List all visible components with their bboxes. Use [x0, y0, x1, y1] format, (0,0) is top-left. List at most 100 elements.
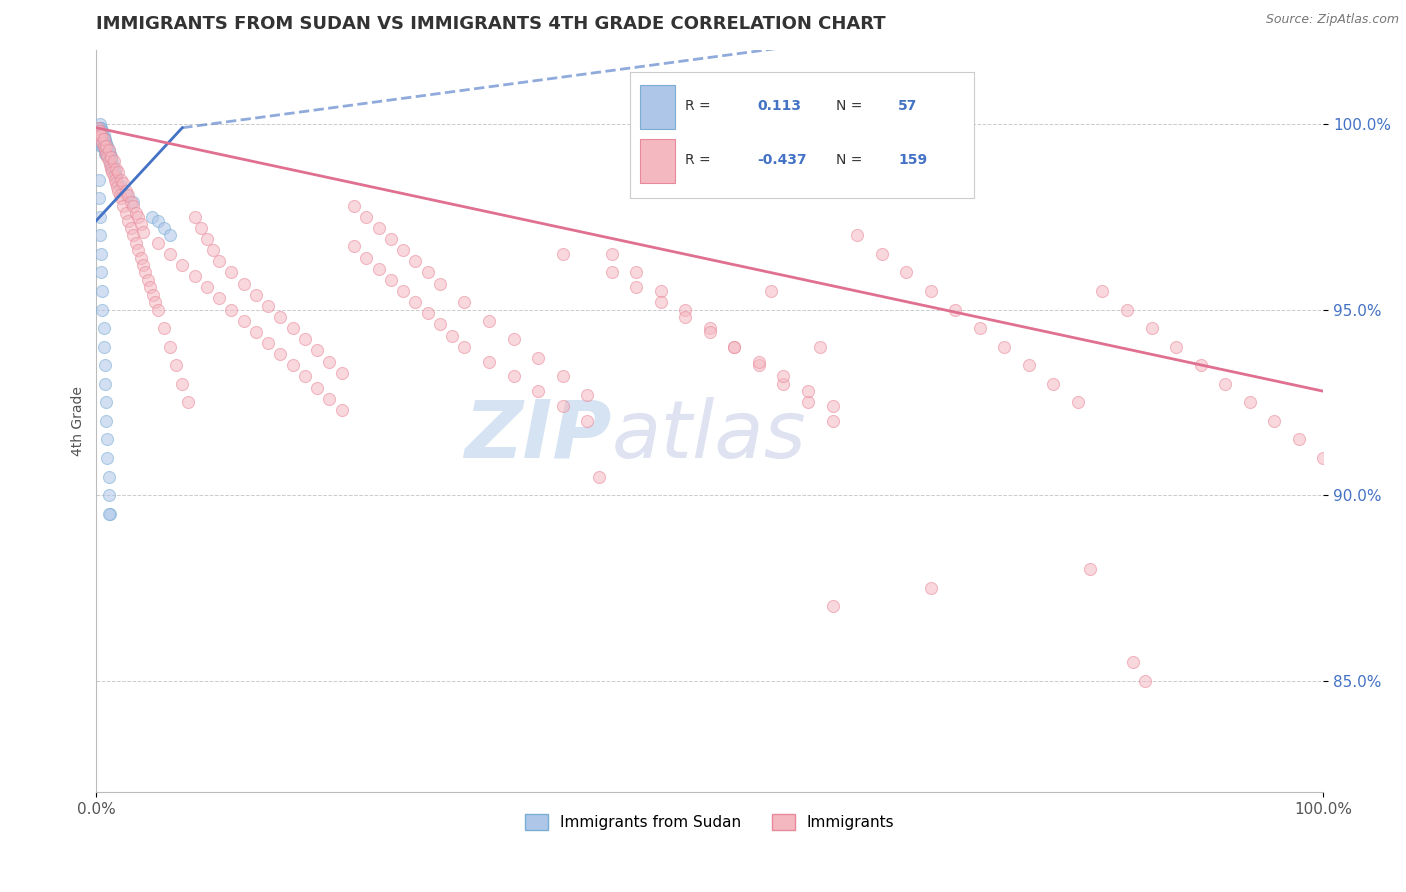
Point	[232, 277, 254, 291]
Point	[673, 302, 696, 317]
Point	[281, 321, 304, 335]
Point	[392, 284, 415, 298]
Point	[96, 433, 118, 447]
Point	[1042, 376, 1064, 391]
Point	[356, 251, 378, 265]
Point	[404, 295, 426, 310]
Point	[159, 228, 181, 243]
Point	[159, 247, 181, 261]
Point	[96, 395, 118, 409]
Point	[143, 295, 166, 310]
Point	[96, 151, 118, 165]
Point	[343, 199, 366, 213]
Point	[232, 314, 254, 328]
Point	[93, 139, 115, 153]
Point	[124, 206, 146, 220]
Point	[114, 184, 136, 198]
Point	[1263, 414, 1285, 428]
Point	[96, 146, 118, 161]
Point	[453, 295, 475, 310]
Point	[90, 120, 112, 135]
Point	[846, 228, 869, 243]
Point	[89, 228, 111, 243]
Point	[90, 136, 112, 150]
Point	[90, 128, 112, 143]
Point	[1122, 655, 1144, 669]
Point	[146, 213, 169, 227]
Point	[172, 376, 194, 391]
Point	[89, 120, 111, 135]
Point	[94, 358, 117, 372]
Text: Source: ZipAtlas.com: Source: ZipAtlas.com	[1265, 13, 1399, 27]
Point	[104, 169, 127, 183]
Point	[96, 450, 118, 465]
Point	[91, 136, 114, 150]
Point	[87, 172, 110, 186]
Point	[91, 302, 114, 317]
Point	[129, 251, 152, 265]
Point	[821, 599, 844, 614]
Point	[97, 143, 120, 157]
Point	[153, 321, 176, 335]
Point	[159, 340, 181, 354]
Point	[98, 507, 121, 521]
Point	[110, 180, 132, 194]
Point	[87, 191, 110, 205]
Point	[89, 136, 111, 150]
Point	[165, 358, 187, 372]
Point	[257, 299, 280, 313]
Point	[673, 310, 696, 324]
Point	[87, 120, 110, 135]
Point	[107, 177, 129, 191]
Point	[894, 265, 917, 279]
Point	[91, 132, 114, 146]
Point	[723, 340, 745, 354]
Point	[94, 143, 117, 157]
Point	[146, 302, 169, 317]
Point	[600, 265, 623, 279]
Point	[307, 380, 329, 394]
Point	[104, 161, 127, 176]
Point	[86, 124, 108, 138]
Point	[89, 210, 111, 224]
Point	[97, 469, 120, 483]
Point	[650, 284, 672, 298]
Point	[748, 358, 770, 372]
Point	[153, 221, 176, 235]
Point	[90, 132, 112, 146]
Point	[134, 265, 156, 279]
Point	[969, 321, 991, 335]
Point	[100, 158, 122, 172]
Point	[93, 321, 115, 335]
Point	[91, 136, 114, 150]
Point	[772, 369, 794, 384]
Point	[281, 358, 304, 372]
Point	[96, 139, 118, 153]
Point	[94, 376, 117, 391]
Point	[136, 273, 159, 287]
Point	[120, 221, 142, 235]
Point	[100, 161, 122, 176]
Point	[93, 128, 115, 143]
Point	[101, 165, 124, 179]
Point	[808, 340, 831, 354]
Point	[1116, 302, 1139, 317]
Point	[294, 332, 316, 346]
Point	[624, 280, 647, 294]
Point	[103, 169, 125, 183]
Point	[93, 136, 115, 150]
Point	[107, 165, 129, 179]
Point	[104, 172, 127, 186]
Point	[1239, 395, 1261, 409]
Point	[96, 143, 118, 157]
Point	[132, 225, 155, 239]
Point	[110, 172, 132, 186]
Point	[127, 210, 149, 224]
Point	[93, 340, 115, 354]
Point	[772, 376, 794, 391]
Point	[759, 284, 782, 298]
Point	[269, 347, 291, 361]
Point	[124, 235, 146, 250]
Point	[1288, 433, 1310, 447]
Point	[245, 325, 267, 339]
